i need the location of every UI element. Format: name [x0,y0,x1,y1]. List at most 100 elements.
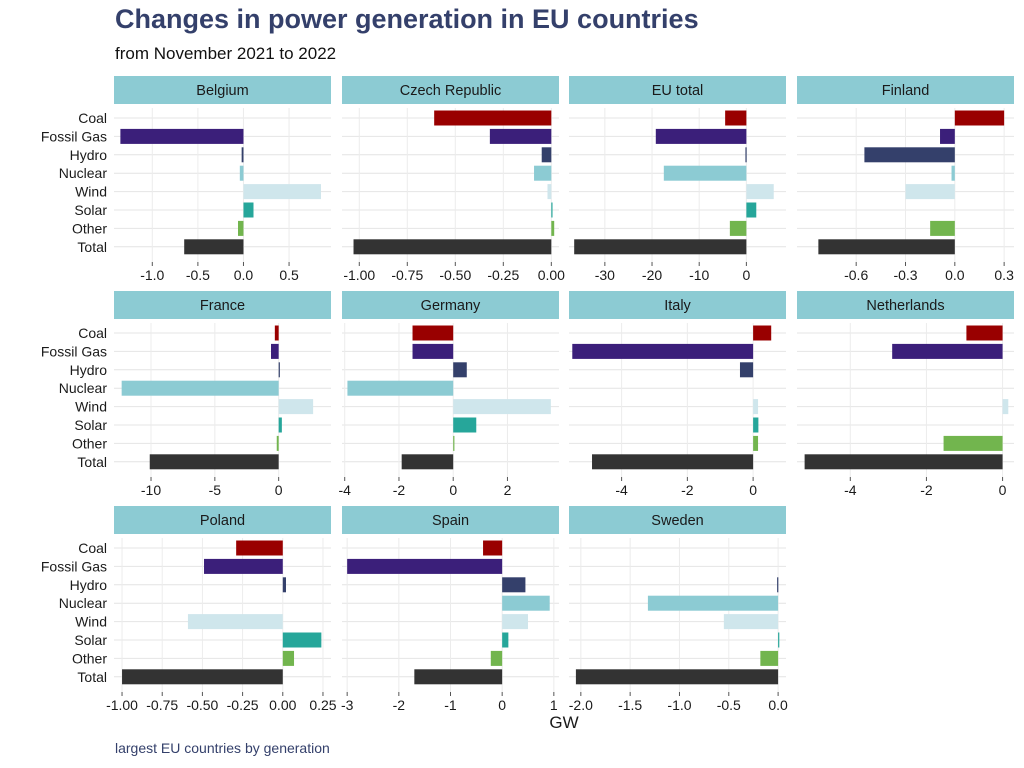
bar-germany-hydro [453,362,467,378]
bar-spain-total [414,669,503,685]
strip-germany [342,291,559,319]
category-label-other: Other [72,220,107,236]
bar-eu-total-hydro [745,147,747,163]
panel-czech-republic: Czech Republic -1.00 -0.75 -0.50 -0.25 0.00 [342,76,565,283]
x-axis-label: GW [549,713,578,732]
tick-label-spain: 0 [498,697,506,713]
bar-belgium-solar [243,202,254,218]
tick-label-belgium: -1.0 [140,267,164,283]
tick-label-eu-total: -20 [642,267,662,283]
bar-eu-total-total [574,239,747,255]
panel-belgium: Belgium Coal Fossil Gas Hydro Nuclear Wind Sol… [41,76,331,283]
strip-label-poland: Poland [200,513,245,529]
strip-eu-total [569,76,786,104]
category-label-coal: Coal [78,540,107,556]
tick-label-netherlands: -4 [844,482,857,498]
bar-eu-total-wind [746,184,774,200]
tick-label-finland: 0.3 [994,267,1014,283]
strip-label-belgium: Belgium [196,83,248,99]
tick-label-netherlands: 0 [999,482,1007,498]
bar-france-coal [274,325,279,341]
bar-belgium-fossil-gas [120,128,244,144]
panel-italy: Italy -4 -2 0 [569,291,786,498]
tick-label-france: -10 [141,482,161,498]
tick-label-spain: -3 [341,697,354,713]
tick-label-belgium: 0.0 [234,267,254,283]
bar-czech-republic-coal [434,110,552,126]
tick-label-sweden: -2.0 [569,697,593,713]
category-label-other: Other [72,650,107,666]
strip-label-germany: Germany [421,298,481,314]
bar-finland-fossil-gas [940,128,955,144]
strip-spain [342,506,559,534]
bar-italy-coal [753,325,772,341]
bar-spain-nuclear [502,595,550,611]
bar-sweden-total [575,669,779,685]
tick-label-poland: -1.00 [106,697,138,713]
bar-france-fossil-gas [271,343,279,359]
tick-label-netherlands: -2 [920,482,933,498]
bar-belgium-hydro [241,147,244,163]
category-label-nuclear: Nuclear [59,380,108,396]
strip-poland [114,506,331,534]
bar-germany-wind [453,399,551,415]
strip-belgium [114,76,331,104]
bar-sweden-other [760,650,779,666]
tick-label-poland: -0.25 [227,697,259,713]
tick-label-finland: -0.3 [893,267,917,283]
category-label-fossil-gas: Fossil Gas [41,558,107,574]
tick-label-finland: 0.0 [945,267,965,283]
bar-germany-nuclear [347,380,454,396]
tick-label-poland: 0.25 [309,697,336,713]
bar-poland-wind [187,614,283,630]
bar-france-total [149,454,279,470]
tick-label-germany: -2 [393,482,406,498]
tick-label-sweden: -1.5 [618,697,642,713]
bar-finland-nuclear [951,165,955,181]
bar-poland-hydro [282,577,286,593]
strip-label-france: France [200,298,245,314]
bar-germany-coal [412,325,454,341]
tick-label-belgium: 0.5 [279,267,299,283]
chart-title: Changes in power generation in EU countr… [115,4,699,34]
panel-eu-total: EU total -30 -20 -10 0 [569,76,786,283]
bar-czech-republic-other [551,220,555,236]
tick-label-czech-republic: 0.00 [538,267,565,283]
strip-czech-republic [342,76,559,104]
tick-label-germany: 2 [504,482,512,498]
tick-label-spain: 1 [550,697,558,713]
tick-label-sweden: -1.0 [667,697,691,713]
category-label-wind: Wind [75,399,107,415]
tick-label-germany: -4 [338,482,351,498]
category-label-nuclear: Nuclear [59,165,108,181]
tick-label-italy: -2 [681,482,694,498]
category-label-total: Total [77,454,107,470]
bar-spain-wind [502,614,528,630]
bar-finland-total [818,239,955,255]
category-label-fossil-gas: Fossil Gas [41,128,107,144]
bar-czech-republic-solar [551,202,553,218]
tick-label-france: -5 [209,482,222,498]
bar-germany-other [453,435,455,451]
bar-germany-fossil-gas [412,343,454,359]
bar-spain-solar [502,632,509,648]
tick-label-sweden: -0.5 [717,697,741,713]
panel-netherlands: Netherlands -4 -2 0 [797,291,1014,498]
bar-spain-coal [483,540,503,556]
category-label-other: Other [72,435,107,451]
category-label-hydro: Hydro [70,577,108,593]
category-label-coal: Coal [78,325,107,341]
bar-italy-other [753,435,759,451]
strip-label-eu-total: EU total [652,83,704,99]
bar-sweden-hydro [777,577,779,593]
strip-france [114,291,331,319]
bar-italy-total [592,454,754,470]
chart-subtitle: from November 2021 to 2022 [115,44,337,63]
strip-label-czech-republic: Czech Republic [400,83,502,99]
bar-finland-hydro [864,147,955,163]
category-label-solar: Solar [74,202,107,218]
category-label-hydro: Hydro [70,147,108,163]
bar-france-solar [278,417,282,433]
bar-italy-fossil-gas [572,343,754,359]
